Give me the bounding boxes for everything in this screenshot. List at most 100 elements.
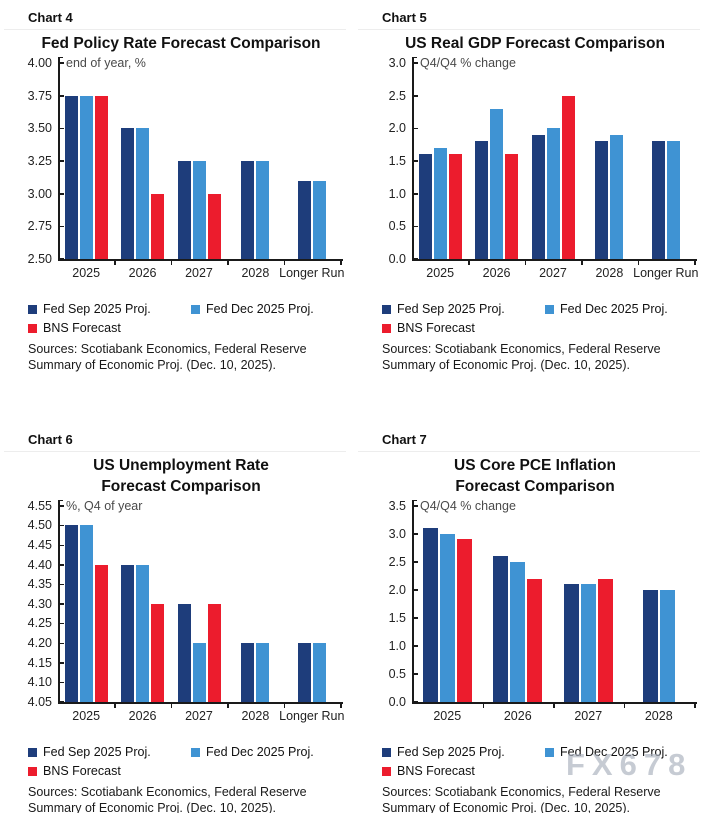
x-tick-label: 2027	[539, 265, 567, 280]
x-tick-label: 2026	[482, 265, 511, 280]
legend-swatch	[545, 747, 554, 757]
x-tick	[227, 260, 229, 265]
legend-label: Fed Sep 2025 Proj.	[43, 302, 151, 317]
legend-swatch	[28, 304, 37, 314]
chart7-panel: Chart 7 US Core PCE Inflation Forecast C…	[354, 428, 708, 813]
bar	[456, 539, 472, 702]
y-tick-label: 2.5	[388, 554, 406, 569]
y-tick	[414, 505, 418, 507]
bar	[94, 95, 108, 259]
chart-title: Fed Policy Rate Forecast Comparison	[41, 35, 321, 52]
chart-legend: Fed Sep 2025 Proj. Fed Dec 2025 Proj. BNS …	[382, 300, 708, 338]
chart-number-label: Chart 4	[28, 10, 73, 25]
bar	[79, 95, 93, 259]
bar	[490, 108, 504, 259]
y-tick	[414, 127, 418, 130]
y-tick	[414, 62, 418, 64]
bar	[207, 603, 221, 702]
watermark: FX678	[566, 747, 693, 782]
y-tick	[60, 544, 64, 547]
chart-title: US Real GDP Forecast Comparison	[405, 35, 665, 52]
y-tick	[60, 524, 64, 527]
x-axis-line	[58, 258, 343, 261]
bar	[666, 141, 680, 259]
bar	[151, 603, 165, 702]
bar	[561, 95, 575, 259]
legend-swatch	[191, 304, 200, 314]
bar	[659, 589, 675, 702]
bar	[595, 141, 609, 259]
x-tick-label: Longer Run	[279, 265, 345, 280]
bar	[177, 160, 191, 259]
bar-chart: end of year, % 4.00 3.75 3.50 3.25 3.00 2.75 2…	[0, 56, 354, 297]
x-axis-line	[58, 701, 343, 704]
chart6-panel: Chart 6 US Unemployment Rate Forecast Co…	[0, 428, 354, 813]
y-tick	[60, 225, 64, 228]
y-tick-label: 3.0	[388, 526, 406, 541]
legend-swatch	[382, 323, 391, 333]
y-tick-label: 4.45	[27, 538, 52, 553]
y-tick-label: 4.50	[27, 518, 52, 533]
y-tick-label: 3.50	[27, 121, 52, 136]
x-tick	[637, 260, 640, 265]
axis-unit-label: Q4/Q4 % change	[420, 498, 516, 513]
x-tick	[170, 703, 173, 708]
legend-label: BNS Forecast	[43, 764, 121, 779]
legend-label: Fed Sep 2025 Proj.	[397, 745, 505, 760]
bar	[527, 578, 543, 702]
y-tick-label: 1.5	[388, 153, 406, 168]
bar	[207, 193, 221, 259]
x-tick	[553, 703, 555, 708]
x-axis-line	[412, 701, 697, 704]
legend-swatch	[191, 747, 200, 757]
chart-number-label: Chart 6	[28, 432, 73, 447]
bar-chart: Q4/Q4 % change 3.5 3.0 2.5 2.0 1.5 1.0 0.5 0.0 2…	[354, 498, 708, 740]
divider	[358, 29, 700, 30]
y-tick	[60, 62, 64, 64]
x-tick-label: 2026	[128, 265, 157, 280]
axis-unit-label: Q4/Q4 % change	[420, 55, 516, 70]
x-tick	[114, 260, 116, 265]
bar	[256, 160, 270, 259]
divider	[4, 451, 346, 452]
bar	[580, 584, 596, 702]
bar	[475, 141, 489, 259]
x-tick-label: 2027	[574, 708, 603, 723]
legend-swatch	[382, 766, 391, 776]
x-tick	[468, 260, 470, 265]
x-tick	[227, 703, 229, 708]
bar	[121, 564, 135, 702]
y-tick-label: 4.05	[27, 694, 52, 709]
legend-item: Fed Dec 2025 Proj.	[545, 300, 708, 319]
legend-label: Fed Dec 2025 Proj.	[560, 302, 668, 317]
legend-swatch	[28, 323, 37, 333]
y-tick	[60, 564, 64, 566]
chart-number-label: Chart 7	[382, 432, 427, 447]
y-tick-label: 0.5	[388, 219, 406, 234]
bar	[433, 147, 447, 259]
y-tick	[60, 95, 64, 97]
legend-label: Fed Dec 2025 Proj.	[206, 745, 314, 760]
bar	[531, 134, 545, 259]
sources-note: Sources: Scotiabank Economics, Federal R…	[28, 341, 307, 373]
y-tick-label: 2.5	[388, 88, 406, 103]
sources-note: Sources: Scotiabank Economics, Federal R…	[382, 784, 661, 813]
sources-note: Sources: Scotiabank Economics, Federal R…	[382, 341, 661, 373]
y-tick-label: 1.5	[388, 610, 406, 625]
chart-legend: Fed Sep 2025 Proj. Fed Dec 2025 Proj. BNS …	[382, 743, 708, 781]
bar	[192, 643, 206, 702]
y-tick	[414, 193, 418, 195]
legend-item: BNS Forecast	[28, 319, 191, 338]
x-tick	[694, 260, 696, 265]
x-tick-label: 2028	[595, 265, 624, 280]
chart-legend: Fed Sep 2025 Proj. Fed Dec 2025 Proj. BNS …	[28, 300, 354, 338]
y-tick-label: 1.0	[388, 186, 406, 201]
x-tick-label: 2027	[185, 265, 213, 280]
x-tick	[170, 260, 173, 265]
bar	[546, 128, 560, 259]
y-tick-label: 2.75	[27, 219, 52, 234]
y-axis-line	[58, 499, 60, 702]
y-tick-label: 1.0	[388, 638, 406, 653]
x-tick	[623, 703, 625, 708]
